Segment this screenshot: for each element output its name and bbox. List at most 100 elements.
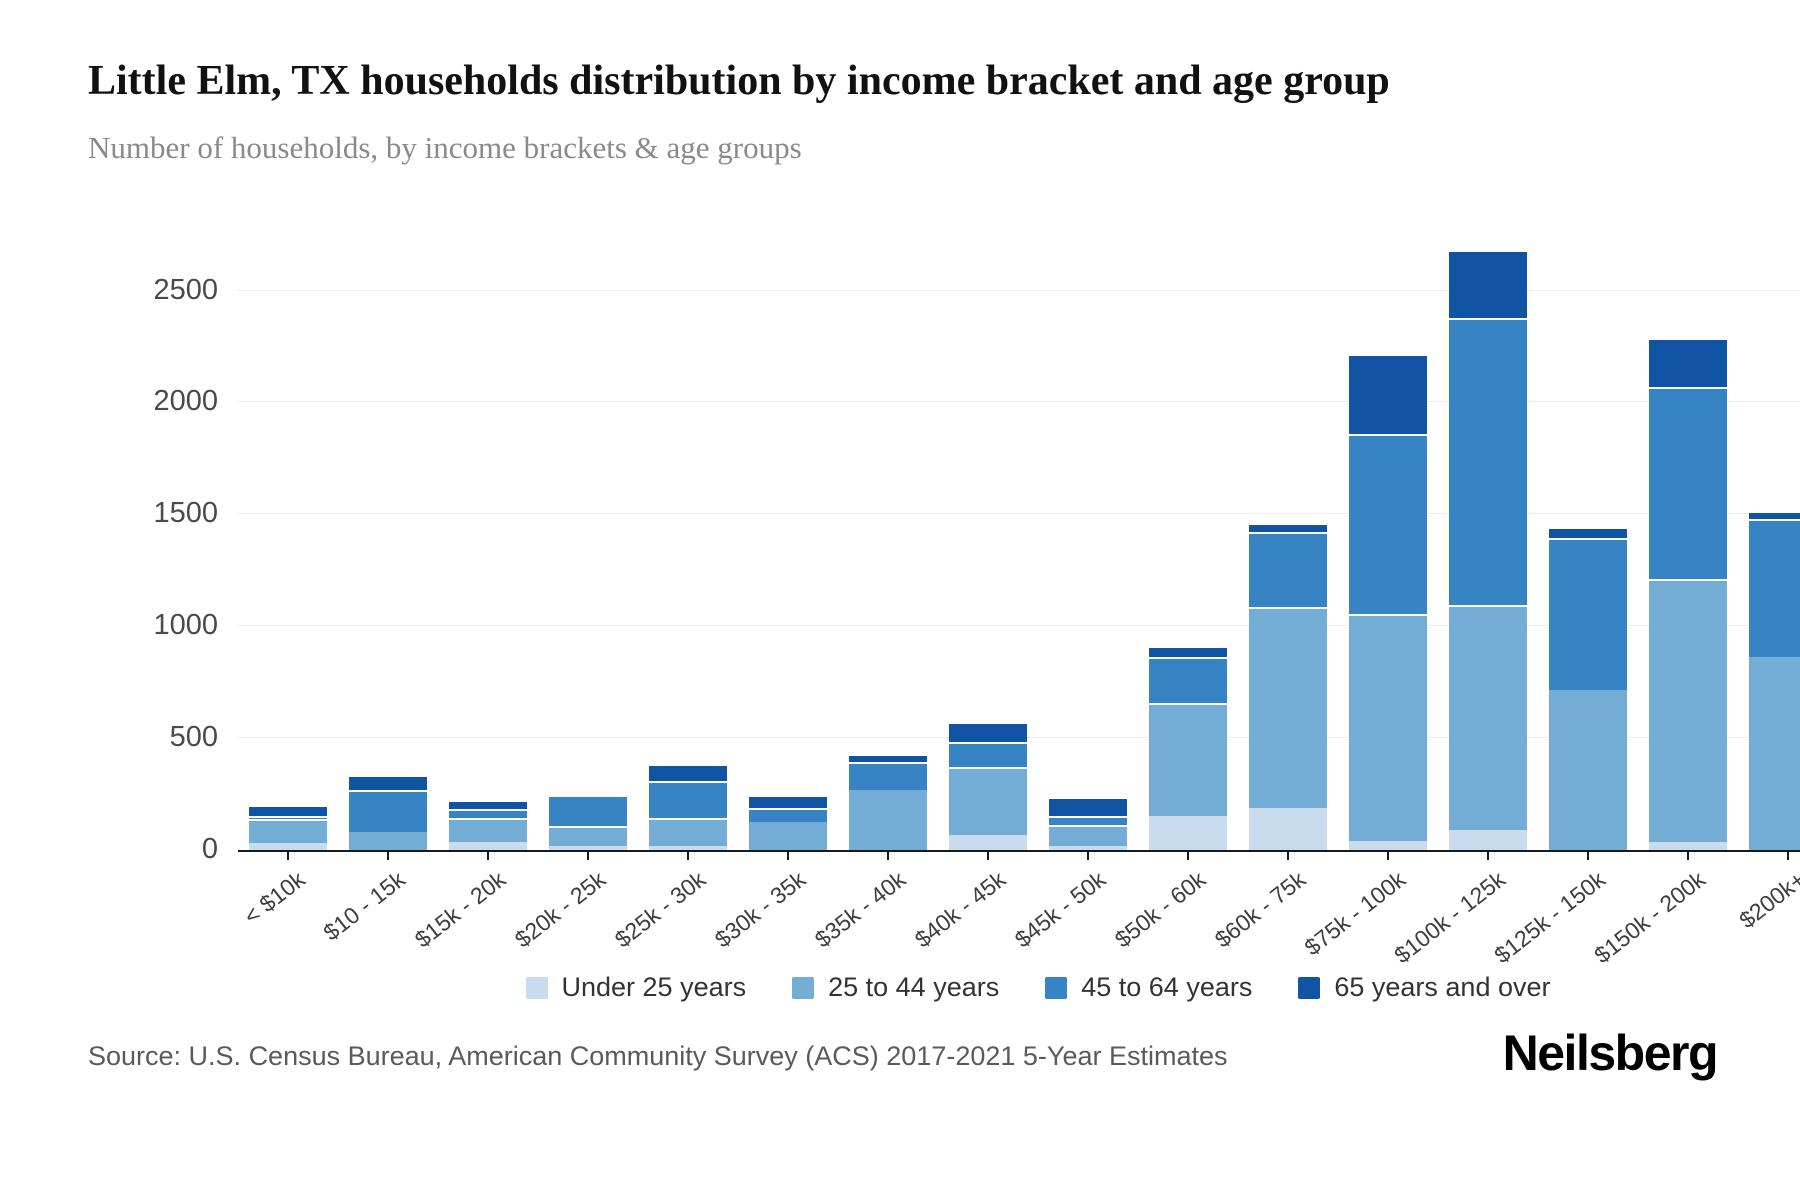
bar-segment[interactable]: [1349, 840, 1427, 850]
legend-item[interactable]: Under 25 years: [525, 972, 746, 1003]
stacked-bar-1: [349, 774, 427, 850]
bar-segment[interactable]: [1149, 703, 1227, 817]
chart-legend: Under 25 years 25 to 44 years 45 to 64 yea…: [238, 966, 1800, 1010]
chart-footer: Source: U.S. Census Bureau, American Com…: [88, 1024, 1745, 1082]
bar-segment[interactable]: [649, 818, 727, 847]
bar-segment[interactable]: [449, 841, 527, 850]
bar-segment[interactable]: [449, 818, 527, 842]
gridline-y-2000: [238, 401, 1800, 403]
bar-segment[interactable]: [849, 762, 927, 791]
x-tick-label: $15k - 20k: [409, 865, 511, 953]
bar-segment[interactable]: [949, 722, 1027, 743]
bar-segment[interactable]: [1749, 657, 1800, 850]
bar-slot: [1538, 212, 1638, 850]
bar-segment[interactable]: [1349, 354, 1427, 434]
x-tick-mark: [987, 851, 989, 860]
bar-segment[interactable]: [1749, 510, 1800, 519]
bar-segment[interactable]: [1649, 841, 1727, 850]
bar-segment[interactable]: [1049, 797, 1127, 817]
bar-slot: [738, 212, 838, 850]
bar-segment[interactable]: [249, 842, 327, 850]
bar-segment[interactable]: [1149, 816, 1227, 850]
bar-segment[interactable]: [349, 790, 427, 832]
x-tick-mark: [287, 851, 289, 860]
bar-segment[interactable]: [1049, 825, 1127, 847]
x-tick-label: $60k - 75k: [1209, 865, 1311, 953]
bar-segment[interactable]: [1249, 808, 1327, 850]
bar-segment[interactable]: [1449, 829, 1527, 850]
bar-segment[interactable]: [1249, 523, 1327, 533]
bar-segment[interactable]: [1449, 250, 1527, 318]
x-tick-mark: [1387, 851, 1389, 860]
x-tick-mark: [487, 851, 489, 860]
stacked-bar-7: [949, 722, 1027, 850]
bar-segment[interactable]: [1149, 657, 1227, 704]
page-subtitle: Number of households, by income brackets…: [88, 129, 802, 165]
legend-item[interactable]: 25 to 44 years: [792, 972, 999, 1003]
stacked-bar-5: [749, 794, 827, 850]
gridline-y-1500: [238, 513, 1800, 515]
bar-segment[interactable]: [1149, 646, 1227, 658]
bar-slot: [638, 212, 738, 850]
bar-segment[interactable]: [1449, 317, 1527, 605]
bar-segment[interactable]: [1749, 518, 1800, 658]
bar-segment[interactable]: [1549, 526, 1627, 538]
gridline-y-2500: [238, 289, 1800, 291]
bar-slot: [1738, 212, 1800, 850]
legend-item[interactable]: 65 years and over: [1298, 972, 1551, 1003]
bar-segment[interactable]: [349, 774, 427, 791]
bar-segment[interactable]: [1249, 607, 1327, 809]
bar-segment[interactable]: [749, 808, 827, 822]
bar-segment[interactable]: [549, 846, 627, 850]
gridline-y-1000: [238, 625, 1800, 627]
bar-segment[interactable]: [949, 742, 1027, 767]
bar-segment[interactable]: [649, 763, 727, 782]
bar-slot: [1438, 212, 1538, 850]
stacked-bar-4: [649, 763, 727, 850]
legend-item[interactable]: 45 to 64 years: [1045, 972, 1252, 1003]
bar-segment[interactable]: [1549, 689, 1627, 850]
bar-segment[interactable]: [549, 826, 627, 847]
bar-segment[interactable]: [349, 831, 427, 850]
x-tick-mark: [687, 851, 689, 860]
bar-slot: [538, 212, 638, 850]
legend-label: 65 years and over: [1334, 972, 1551, 1003]
bar-segment[interactable]: [249, 819, 327, 843]
bar-segment[interactable]: [449, 809, 527, 819]
bar-segment[interactable]: [1349, 613, 1427, 841]
bar-segment[interactable]: [1649, 579, 1727, 842]
bar-segment[interactable]: [949, 766, 1027, 836]
x-tick-label: < $10k: [239, 865, 311, 930]
bar-segment[interactable]: [749, 821, 827, 850]
bar-segment[interactable]: [1049, 846, 1127, 850]
bar-slot: [338, 212, 438, 850]
bar-segment[interactable]: [1549, 537, 1627, 690]
bar-segment[interactable]: [1349, 433, 1427, 614]
x-tick-mark: [1487, 851, 1489, 860]
x-tick-label: $40k - 45k: [909, 865, 1011, 953]
bar-segment[interactable]: [1649, 337, 1727, 387]
bar-segment[interactable]: [249, 816, 327, 820]
bar-segment[interactable]: [649, 781, 727, 819]
bar-segment[interactable]: [849, 753, 927, 763]
x-tick-mark: [787, 851, 789, 860]
bar-segment[interactable]: [1049, 816, 1127, 826]
bar-segment[interactable]: [949, 835, 1027, 850]
x-tick-label: $35k - 40k: [809, 865, 911, 953]
bar-segment[interactable]: [849, 790, 927, 850]
bar-segment[interactable]: [1449, 604, 1527, 830]
source-note: Source: U.S. Census Bureau, American Com…: [88, 1040, 1228, 1071]
x-tick-mark: [387, 851, 389, 860]
x-tick-label: $30k - 35k: [709, 865, 811, 953]
bar-segment[interactable]: [1249, 532, 1327, 608]
bar-segment[interactable]: [449, 800, 527, 810]
bar-segment[interactable]: [549, 794, 627, 827]
bar-segment[interactable]: [249, 804, 327, 817]
x-tick-label: $25k - 30k: [609, 865, 711, 953]
y-tick-label: 500: [169, 720, 218, 753]
bar-segment[interactable]: [1649, 386, 1727, 580]
bar-slot: [1338, 212, 1438, 850]
bar-segment[interactable]: [749, 794, 827, 809]
bar-segment[interactable]: [649, 846, 727, 850]
